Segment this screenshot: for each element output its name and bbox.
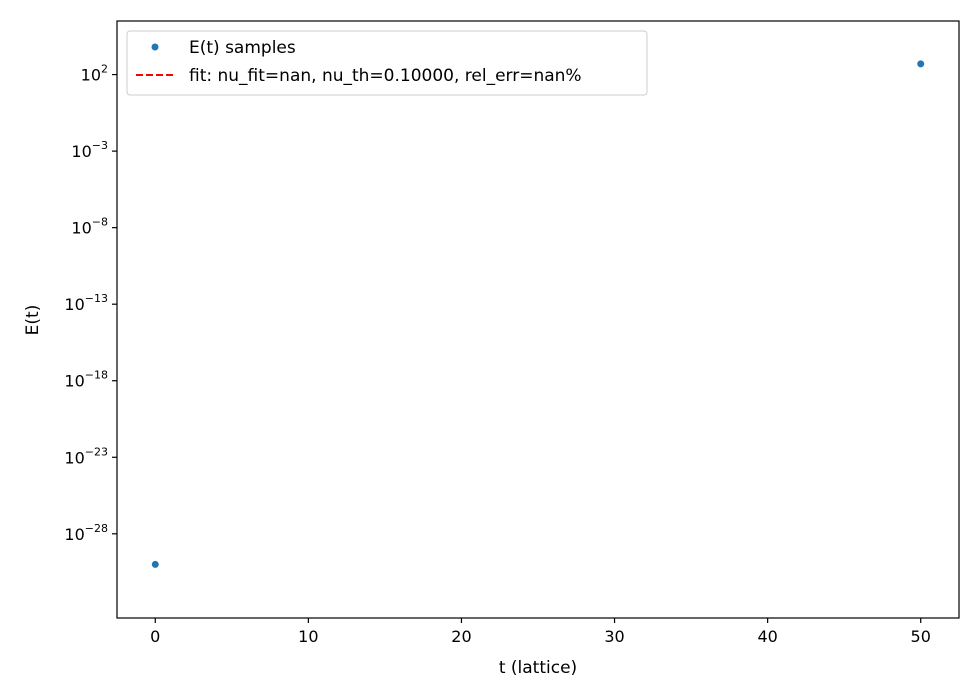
x-tick-label: 50 <box>911 627 931 646</box>
legend-label-samples: E(t) samples <box>189 38 296 58</box>
x-axis-label: t (lattice) <box>499 658 577 678</box>
x-tick-label: 40 <box>757 627 777 646</box>
x-tick-label: 0 <box>150 627 160 646</box>
x-tick-label: 20 <box>451 627 471 646</box>
data-point <box>917 60 925 68</box>
y-axis-label: E(t) <box>23 305 43 336</box>
data-points <box>151 60 925 568</box>
data-point <box>151 560 159 568</box>
legend: E(t) samples fit: nu_fit=nan, nu_th=0.10… <box>126 30 648 96</box>
x-tick-label: 10 <box>298 627 318 646</box>
legend-box <box>126 30 648 96</box>
legend-marker-samples <box>151 43 159 51</box>
x-tick-label: 30 <box>604 627 624 646</box>
plot-frame <box>116 20 960 619</box>
legend-label-fit: fit: nu_fit=nan, nu_th=0.10000, rel_err=… <box>189 66 582 86</box>
